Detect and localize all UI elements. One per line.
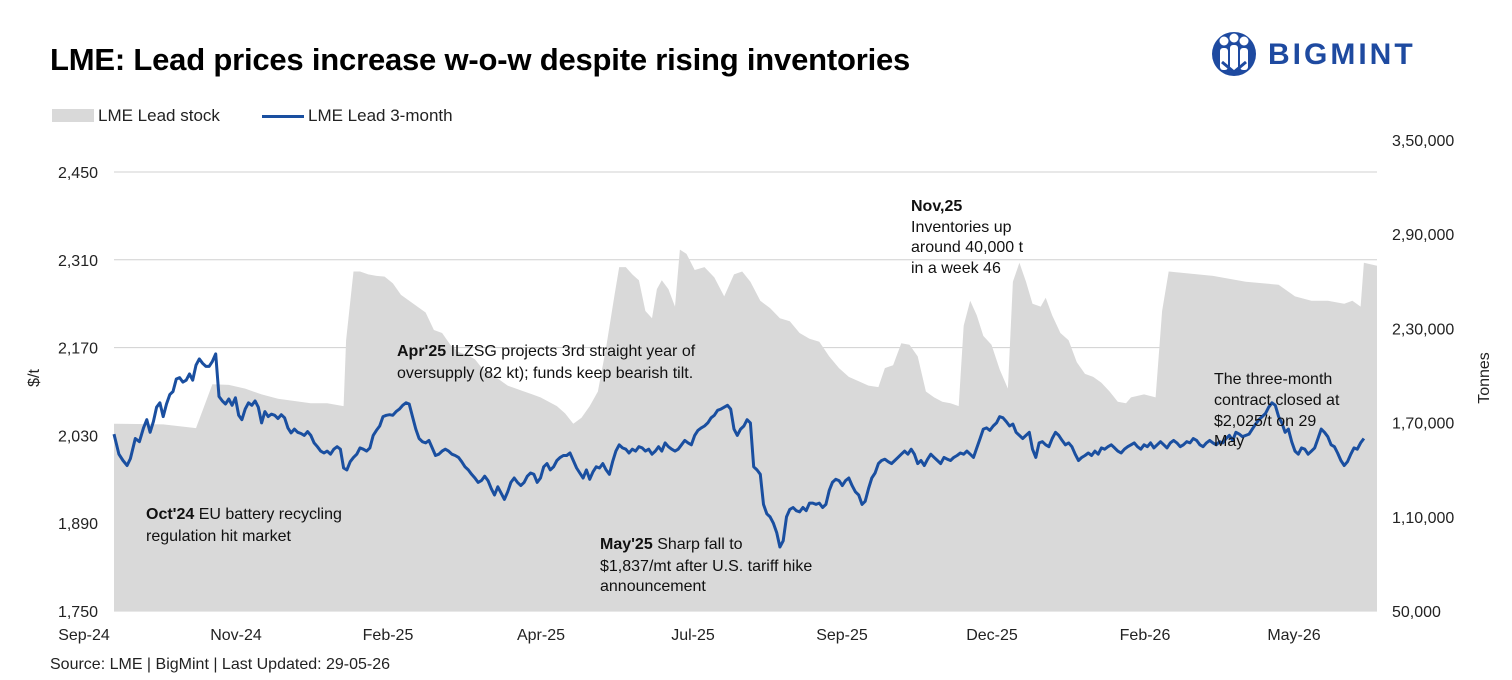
annotation-close-line2: contract closed at [1214,392,1340,409]
bigmint-logo: BIGMINT [1210,28,1460,82]
series-area-lme-lead-stock [114,249,1377,611]
annotation-oct24-text: EU battery recycling [199,506,342,523]
y-axis-right-ticks: 50,000 1,10,000 1,70,000 2,30,000 2,90,000 3,… [1392,133,1454,621]
y-right-tick-label: 50,000 [1392,604,1441,621]
y-axis-right-title: Tonnes [1476,352,1493,404]
annotation-apr25-line2: oversupply (82 kt); funds keep bearish t… [397,365,693,382]
y-left-tick-label: 2,170 [58,341,98,358]
x-tick-label: Feb-25 [363,627,414,644]
x-tick-label: Sep-24 [58,627,110,644]
annotation-oct24-line2: regulation hit market [146,528,292,545]
annotation-may25-bold: May'25 [600,536,653,553]
y-left-tick-label: 2,450 [58,165,98,182]
annotation-close-line1: The three-month [1214,371,1332,388]
x-tick-label: Feb-26 [1120,627,1171,644]
x-tick-label: Jul-25 [671,627,715,644]
annotation-nov25-line2: around 40,000 t [911,239,1024,256]
legend-label-stock: LME Lead stock [98,106,220,125]
legend-label-price: LME Lead 3-month [308,106,453,125]
svg-text:Apr'25 ILZSG projects 3rd stra: Apr'25 ILZSG projects 3rd straight year … [397,343,696,360]
svg-text:Oct'24 EU battery recycling: Oct'24 EU battery recycling [146,506,342,523]
x-tick-label: Nov-24 [210,627,262,644]
annotation-may25-line2: $1,837/mt after U.S. tariff hike [600,558,812,575]
annotation-apr25-bold: Apr'25 [397,343,446,360]
y-right-tick-label: 3,50,000 [1392,133,1454,150]
x-tick-label: Apr-25 [517,627,565,644]
y-right-tick-label: 2,90,000 [1392,227,1454,244]
annotation-may25-text: Sharp fall to [657,536,742,553]
legend-swatch-stock [52,109,94,122]
source-note: Source: LME | BigMint | Last Updated: 29… [50,656,391,673]
annotation-nov25-line1: Inventories up [911,219,1012,236]
legend-swatch-price [262,115,304,118]
annotation-oct24-bold: Oct'24 [146,506,194,523]
annotation-oct24: Oct'24 EU battery recycling regulation h… [146,506,342,545]
annotation-may25-line3: announcement [600,578,706,595]
annotation-nov25-bold: Nov,25 [911,198,962,215]
y-left-tick-label: 2,030 [58,428,98,445]
x-tick-label: Dec-25 [966,627,1018,644]
x-tick-label: Sep-25 [816,627,868,644]
y-left-tick-label: 2,310 [58,253,98,270]
series-line-lme-lead-3-month [112,352,1366,549]
annotation-nov25: Nov,25 Inventories up around 40,000 t in… [911,198,1024,277]
x-tick-label: May-26 [1267,627,1320,644]
annotation-nov25-line3: in a week 46 [911,260,1001,277]
annotation-close-line4: May [1214,433,1244,450]
page-title: LME: Lead prices increase w-o-w despite … [50,42,911,77]
annotation-close: The three-month contract closed at $2,02… [1214,371,1340,450]
annotation-apr25: Apr'25 ILZSG projects 3rd straight year … [397,343,696,382]
x-axis-ticks: Sep-24 Nov-24 Feb-25 Apr-25 Jul-25 Sep-25 Dec-… [58,627,1321,644]
y-right-tick-label: 2,30,000 [1392,321,1454,338]
annotation-close-line3: $2,025/t on 29 [1214,413,1316,430]
annotation-apr25-text: ILZSG projects 3rd straight year of [451,343,696,360]
svg-text:May'25 Sharp fall to: May'25 Sharp fall to [600,536,743,553]
annotation-may25: May'25 Sharp fall to $1,837/mt after U.S… [600,536,812,595]
y-right-tick-label: 1,70,000 [1392,416,1454,433]
y-axis-left-ticks: 1,750 1,890 2,030 2,170 2,310 2,450 [58,165,98,621]
bigmint-logo-text: BIGMINT [1268,38,1416,71]
y-right-tick-label: 1,10,000 [1392,510,1454,527]
y-left-tick-label: 1,750 [58,604,98,621]
bigmint-logo-icon [1212,32,1256,76]
y-left-tick-label: 1,890 [58,516,98,533]
y-axis-left-title: $/t [26,369,43,387]
